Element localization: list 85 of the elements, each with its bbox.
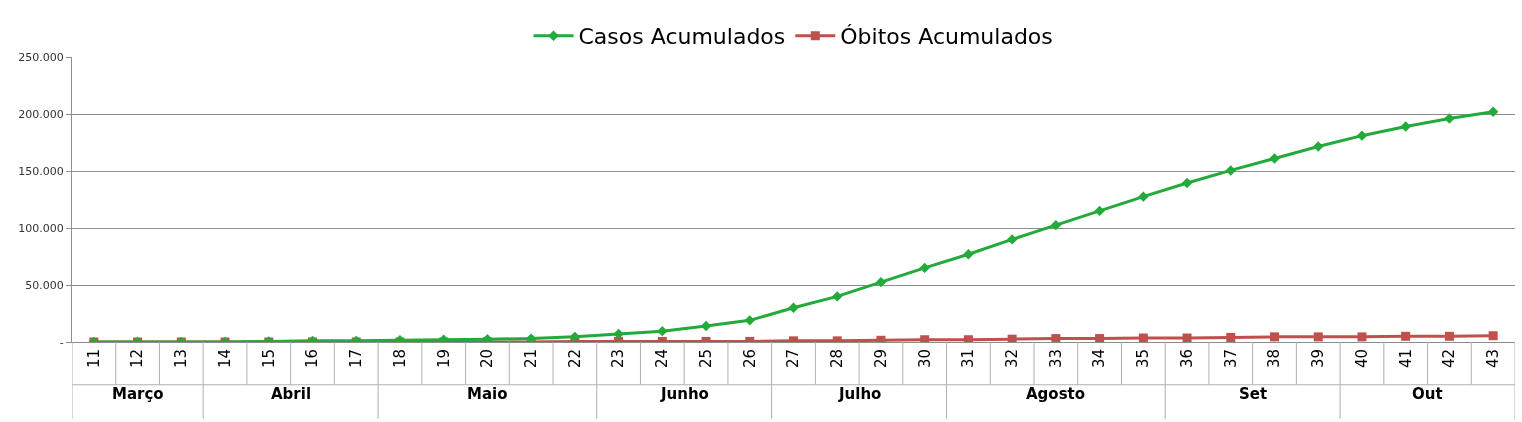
x-tick-label: 35 — [1134, 349, 1153, 369]
x-tick-label: 11 — [84, 349, 103, 369]
point — [963, 249, 974, 260]
y-tick-label: 200.000 — [18, 107, 64, 121]
x-tick-label: 34 — [1090, 349, 1109, 369]
point — [1487, 106, 1499, 117]
x-tick-label: 38 — [1265, 349, 1284, 369]
point — [919, 262, 930, 274]
y-tick-label: 250.000 — [18, 50, 64, 64]
point — [963, 335, 973, 342]
point — [1094, 205, 1105, 217]
text: Março — [112, 385, 164, 403]
x-tick-label: 25 — [696, 349, 715, 369]
x-tick-label: 12 — [128, 349, 147, 369]
point — [876, 335, 886, 342]
x-tick-label: 15 — [259, 349, 278, 369]
y-tick-label: 100.000 — [18, 221, 64, 235]
text: Out — [1412, 385, 1443, 403]
x-tick-label: 23 — [609, 349, 628, 369]
x-tick-label: 22 — [565, 349, 584, 369]
legend-label: Casos Acumulados — [578, 24, 786, 50]
point — [1095, 334, 1105, 342]
point — [1225, 165, 1236, 176]
text: Julho — [838, 385, 882, 403]
x-tick-label: 40 — [1352, 349, 1371, 369]
point — [744, 315, 755, 326]
point — [657, 325, 668, 337]
x-tick-label: 37 — [1221, 349, 1240, 369]
point — [1313, 332, 1323, 342]
point — [1357, 332, 1367, 342]
x-tick-label: 28 — [828, 349, 847, 369]
point — [1006, 234, 1018, 245]
point — [1007, 334, 1017, 342]
text: Set — [1239, 385, 1268, 403]
point — [920, 335, 930, 342]
point — [1400, 121, 1411, 132]
x-tick-label: 14 — [215, 349, 234, 369]
x-tick-label: 41 — [1396, 349, 1415, 369]
point — [482, 333, 493, 342]
y-tick-label: 150.000 — [18, 164, 64, 178]
text: Agosto — [1026, 385, 1086, 403]
point — [1138, 333, 1148, 342]
x-tick-label: 29 — [871, 349, 890, 369]
legend-label: Óbitos Acumulados — [840, 24, 1053, 50]
x-tick-label: 19 — [434, 349, 453, 369]
x-tick-label: 17 — [347, 349, 366, 369]
y-tick-label: - — [59, 335, 64, 349]
x-tick-label: 42 — [1440, 349, 1459, 369]
x-tick-label: 27 — [784, 349, 803, 369]
x-tick-label: 30 — [915, 349, 934, 369]
y-tick-label: 50.000 — [25, 278, 64, 292]
point — [1050, 219, 1062, 231]
x-tick-label: 21 — [522, 349, 541, 369]
x-tick-label: 26 — [740, 349, 759, 369]
point — [788, 302, 799, 313]
point — [1182, 333, 1192, 342]
x-tick-label: 32 — [1003, 349, 1022, 369]
x-tick-label: 33 — [1046, 349, 1065, 369]
x-tick-label: 43 — [1484, 349, 1503, 369]
point — [1313, 141, 1324, 152]
point — [1181, 177, 1193, 189]
text: Junho — [660, 385, 709, 403]
point — [1138, 191, 1149, 202]
text: Maio — [467, 385, 508, 403]
x-tick-label: 24 — [653, 349, 672, 369]
point — [1270, 332, 1279, 342]
text: Abril — [271, 385, 312, 403]
point — [1356, 130, 1368, 141]
point — [613, 328, 624, 340]
point — [1488, 331, 1498, 341]
x-tick-label: 39 — [1309, 349, 1328, 369]
point — [832, 291, 843, 302]
x-tick-label: 20 — [478, 349, 497, 369]
point — [1444, 331, 1454, 341]
point — [1226, 332, 1236, 342]
point — [1401, 331, 1411, 341]
x-tick-label: 18 — [390, 349, 409, 369]
x-tick-label: 16 — [303, 349, 322, 369]
x-tick-label: 13 — [172, 349, 191, 369]
point — [875, 276, 887, 288]
point — [1444, 113, 1455, 124]
point — [1269, 153, 1280, 164]
x-tick-label: 31 — [959, 349, 978, 369]
point — [1051, 334, 1061, 342]
x-tick-label: 36 — [1177, 349, 1196, 369]
